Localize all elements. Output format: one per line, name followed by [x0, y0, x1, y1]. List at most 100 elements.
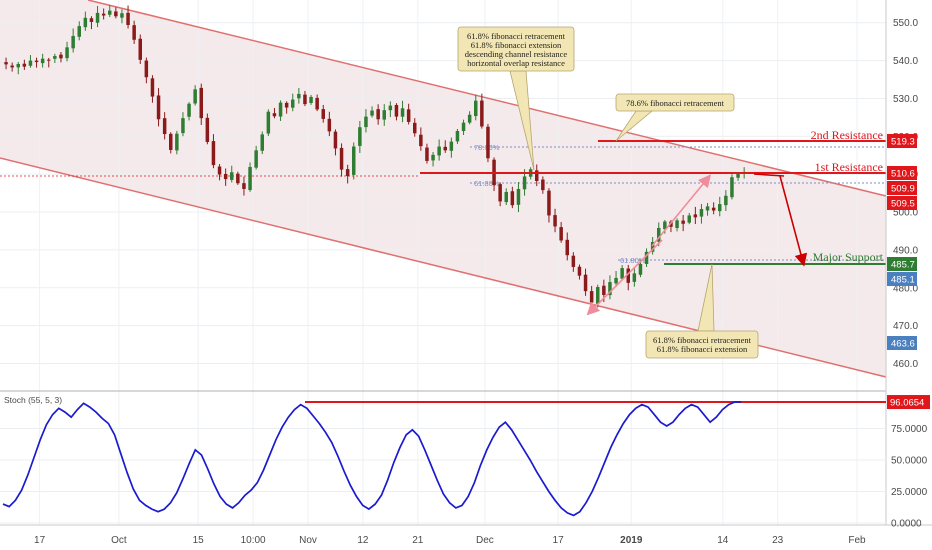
candle-body — [382, 110, 386, 120]
candle-body — [108, 10, 112, 15]
time-tick-label: 21 — [412, 535, 424, 546]
candle-body — [89, 18, 94, 22]
candle-body — [431, 154, 435, 161]
candle-body — [413, 122, 417, 134]
note-top-line: 61.8% fibonacci retracement — [467, 31, 566, 41]
candle-body — [681, 220, 685, 224]
price-tick-label: 470.0 — [893, 321, 918, 332]
candle-body — [77, 26, 81, 37]
price-tag-text: 463.6 — [891, 339, 915, 350]
candle-body — [388, 105, 393, 111]
time-tick-label: 15 — [193, 535, 205, 546]
candle-body — [364, 116, 368, 128]
candle-body — [583, 274, 588, 292]
candle-body — [223, 173, 228, 180]
stoch-tick-label: 25.0000 — [891, 487, 928, 498]
time-tick-label: 17 — [553, 535, 565, 546]
note-top-line: descending channel resistance — [465, 49, 568, 59]
note-top-line: 61.8% fibonacci extension — [471, 40, 562, 50]
candle-body — [303, 94, 307, 105]
time-tick-label: 12 — [357, 535, 369, 546]
candle-body — [480, 100, 484, 127]
candle-body — [16, 63, 20, 68]
price-tags: 519.3 510.6 509.9 509.5 485.7 485.1 463.6 96.06… — [887, 134, 930, 410]
candle-body — [169, 133, 173, 150]
candle-body — [266, 111, 271, 134]
label-2nd-resistance: 2nd Resistance — [811, 128, 883, 142]
time-axis: 17 Oct 15 10:00 Nov 12 21 Dec 17 2019 14 23 Feb — [34, 535, 866, 546]
candle-body — [467, 114, 472, 123]
note-top-line: horizontal overlap resistance — [467, 58, 565, 68]
price-tick-label: 530.0 — [893, 94, 918, 105]
candle-body — [321, 109, 325, 119]
candle-body — [284, 102, 289, 108]
candle-body — [59, 54, 63, 59]
note-bottom-line: 61.8% fibonacci retracement — [653, 335, 752, 345]
candle-body — [516, 188, 521, 205]
candle-body — [291, 99, 295, 108]
candle-body — [614, 277, 618, 284]
candle-body — [40, 58, 45, 64]
stochastic-title: Stoch (55, 5, 3) — [4, 395, 62, 405]
candle-body — [425, 147, 429, 161]
candle-body — [272, 113, 277, 117]
candle-body — [345, 169, 350, 177]
candle-body — [736, 173, 740, 178]
candle-body — [644, 251, 649, 264]
candle-body — [297, 93, 301, 99]
arrow-abcd-down — [586, 239, 663, 316]
price-tick-label: 500.0 — [893, 208, 918, 219]
candle-body — [309, 96, 313, 103]
price-tick-label: 540.0 — [893, 56, 918, 67]
fib-label-618-upper: 61.80% — [474, 179, 500, 188]
candle-body — [730, 177, 734, 198]
candle-body — [315, 97, 319, 110]
candle-body — [675, 220, 679, 229]
candle-body — [589, 291, 594, 303]
arrows — [586, 173, 808, 316]
note-bottom-box — [645, 330, 759, 359]
candle-body — [114, 11, 118, 17]
candle-body — [358, 127, 362, 146]
candle-body — [339, 147, 344, 170]
price-tag-box — [887, 196, 917, 210]
candle-body — [406, 109, 411, 122]
candle-body — [95, 12, 100, 23]
candle-body — [705, 206, 710, 211]
arrow-projection-start — [753, 173, 785, 177]
candle-body — [193, 89, 197, 104]
note-mid-box — [615, 93, 735, 112]
candle-body — [699, 209, 704, 217]
candle-body — [498, 184, 502, 202]
candle-body — [535, 170, 539, 181]
candle-body — [394, 104, 399, 117]
stoch-tag-text: 96.0654 — [890, 398, 924, 409]
candle-body — [632, 273, 637, 282]
time-tick-label: Feb — [848, 535, 866, 546]
candle-body — [541, 179, 545, 191]
candle-body — [596, 287, 600, 304]
candle-body — [65, 47, 69, 59]
stochastic-line — [2, 401, 742, 517]
price-tick-label: 490.0 — [893, 245, 918, 256]
candle-body — [71, 35, 75, 49]
candle-body — [352, 146, 356, 175]
candle-body — [638, 263, 643, 275]
price-tag-box — [887, 134, 917, 148]
descending-channel-fill — [0, 0, 886, 377]
candle-body — [47, 59, 51, 61]
candle-body — [10, 65, 14, 68]
price-tick-label: 460.0 — [893, 359, 918, 370]
time-tick-label: 17 — [34, 535, 46, 546]
candle-body — [559, 227, 563, 241]
candle-body — [461, 122, 466, 132]
price-tick-label: 550.0 — [893, 18, 918, 29]
candle-body — [504, 191, 508, 203]
candle-body — [217, 166, 222, 175]
time-tick-label: 2019 — [620, 535, 643, 546]
time-tick-label: Nov — [299, 535, 317, 546]
stoch-tick-label: 0.0000 — [891, 519, 922, 530]
